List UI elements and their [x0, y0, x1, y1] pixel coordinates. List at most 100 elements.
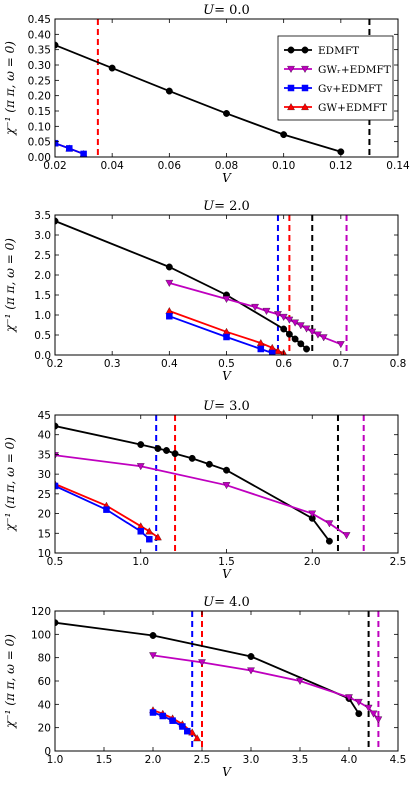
data-point: [223, 110, 230, 117]
chart-title: U= 3.0: [203, 399, 250, 414]
legend-item: GWᵣ+EDMFT: [284, 64, 391, 76]
x-tick-label: 0.10: [272, 160, 295, 172]
data-point: [198, 659, 206, 667]
data-point: [80, 150, 87, 157]
data-point: [369, 710, 378, 718]
y-tick-label: 100: [31, 629, 51, 641]
data-point: [149, 632, 157, 639]
data-point: [308, 328, 317, 336]
x-tick-label: 2.0: [304, 556, 321, 568]
x-tick-label: 0.2: [47, 358, 64, 370]
y-tick-label: 40: [38, 430, 51, 442]
data-point: [303, 345, 310, 353]
y-tick-label: 1.5: [34, 290, 51, 302]
series-edmft: [55, 217, 310, 353]
data-point: [165, 279, 174, 287]
y-tick-label: 0.15: [28, 106, 51, 118]
chart-title-var: U: [203, 199, 215, 214]
series-gvedmft: [55, 139, 87, 157]
data-point: [137, 441, 145, 449]
y-tick-label: 0.35: [28, 45, 51, 57]
series-gwedmft: [149, 652, 383, 724]
data-point: [291, 319, 299, 327]
data-point: [55, 619, 59, 627]
legend-marker: [301, 65, 309, 73]
data-point: [302, 325, 311, 333]
data-point: [55, 41, 59, 49]
series-line: [55, 454, 348, 536]
legend-item: EDMFT: [284, 45, 359, 57]
y-tick-label: 0.25: [28, 75, 51, 87]
data-point: [355, 710, 363, 718]
x-tick-label: 0.7: [332, 358, 349, 370]
data-point: [166, 312, 173, 320]
data-point: [184, 727, 191, 735]
data-point: [145, 527, 154, 535]
x-tick-label: 0.12: [329, 160, 352, 172]
x-tick-label: 0.4: [161, 358, 178, 370]
series-gwedmft: [165, 279, 345, 349]
data-point: [154, 445, 162, 452]
data-point: [296, 677, 304, 685]
data-point: [257, 345, 265, 353]
data-point: [169, 717, 176, 724]
x-tick-label: 0.08: [215, 160, 238, 172]
data-point: [251, 303, 259, 311]
x-tick-label: 4.5: [390, 754, 407, 766]
panel-u-2: U= 3.0 0.5 1.0 1.5 2.0 2.5 10 15 20 25 30 35 40 45 Vχ⁻…: [3, 399, 406, 581]
data-point: [280, 131, 288, 139]
chart-title-value: = 3.0: [214, 399, 250, 414]
x-tick-label: 3.0: [243, 754, 260, 766]
data-point: [274, 311, 282, 319]
data-point: [268, 349, 276, 355]
data-point: [279, 313, 288, 321]
y-tick-label: 0.45: [28, 14, 51, 26]
data-point: [108, 64, 116, 72]
y-tick-label: 10: [38, 548, 51, 560]
data-point: [285, 316, 294, 324]
series-line: [55, 425, 331, 542]
data-point: [223, 333, 230, 341]
series-gvedmft: [166, 312, 276, 355]
chart-title: U= 0.0: [203, 3, 250, 18]
legend: EDMFT GWᵣ+EDMFT Gv+EDMFT GW+EDMFT: [277, 35, 394, 121]
data-point: [159, 712, 167, 720]
x-tick-label: 0.8: [390, 358, 407, 370]
panel-u-1: U= 2.0 0.2 0.3 0.4 0.5 0.6 0.7 0.8 0.0 0.5 1.0 1.5 2…: [3, 199, 406, 383]
y-tick-label: 0: [44, 746, 51, 758]
y-tick-label: 80: [38, 653, 51, 665]
series-line: [55, 220, 308, 350]
data-point: [285, 330, 293, 338]
data-point: [193, 734, 201, 742]
x-tick-label: 0.14: [386, 160, 410, 172]
data-point: [55, 452, 59, 460]
chart-title-value: = 4.0: [214, 595, 250, 610]
data-point: [291, 335, 299, 343]
series-line: [152, 654, 380, 721]
x-tick-label: 2.5: [390, 556, 407, 568]
data-point: [55, 482, 59, 490]
legend-label: Gv+EDMFT: [318, 83, 382, 95]
y-tick-label: 35: [38, 449, 51, 461]
x-tick-label: 1.0: [132, 556, 149, 568]
y-tick-label: 40: [38, 699, 51, 711]
y-tick-label: 25: [38, 489, 51, 501]
series-gvedmft: [149, 709, 191, 735]
data-point: [179, 723, 186, 730]
data-point: [165, 307, 174, 315]
series-line: [55, 485, 150, 540]
y-tick-label: 0.00: [28, 152, 51, 164]
data-point: [55, 422, 59, 430]
y-tick-label: 0.40: [28, 29, 51, 41]
data-point: [342, 532, 351, 540]
data-point: [336, 341, 345, 349]
y-axis-label: χ⁻¹ (π π, ω = 0): [3, 634, 17, 729]
x-tick-label: 1.5: [96, 754, 113, 766]
y-tick-label: 1.0: [34, 310, 51, 322]
y-tick-label: 120: [31, 606, 51, 618]
chart-title-value: = 0.0: [214, 3, 250, 18]
y-tick-label: 3.0: [34, 230, 51, 242]
series-gwedmft: [55, 452, 351, 540]
x-axis-label: V: [222, 567, 232, 581]
data-point: [297, 340, 305, 348]
